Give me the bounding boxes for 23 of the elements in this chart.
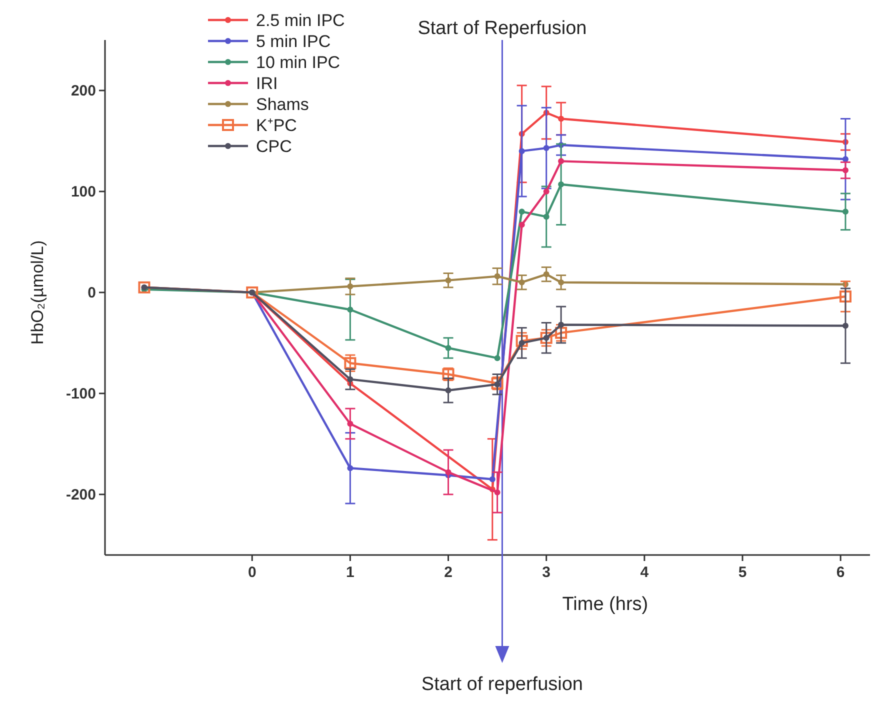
legend-label: 2.5 min IPC — [256, 10, 345, 30]
y-tick-label: -200 — [66, 486, 96, 504]
x-tick-label: 2 — [444, 564, 452, 581]
legend-label: IRI — [256, 74, 278, 93]
x-tick-label: 0 — [248, 564, 256, 581]
x-tick-label: 1 — [346, 564, 354, 581]
y-tick-label: 200 — [70, 82, 96, 100]
ref-line-label: Start of Reperfusion — [418, 18, 587, 39]
legend-label: Shams — [256, 94, 309, 114]
y-axis-title: HbO₂(µmol/L) — [28, 240, 47, 345]
legend-label: CPC — [256, 136, 292, 156]
y-tick-label: 0 — [88, 284, 96, 302]
text: Start of reperfusion — [421, 674, 584, 695]
y-tick-label: 100 — [70, 184, 96, 201]
x-tick-label: 5 — [738, 564, 747, 581]
x-axis-title: Time (hrs) — [562, 594, 648, 615]
x-tick-label: 3 — [542, 564, 551, 581]
legend-label: 10 min IPC — [256, 52, 340, 72]
legend-label: K⁺PC — [256, 116, 297, 135]
legend-label: 5 min IPC — [256, 32, 331, 51]
y-tick-label: -100 — [66, 386, 96, 403]
x-tick-label: 6 — [836, 564, 845, 581]
x-tick-label: 4 — [640, 564, 650, 581]
